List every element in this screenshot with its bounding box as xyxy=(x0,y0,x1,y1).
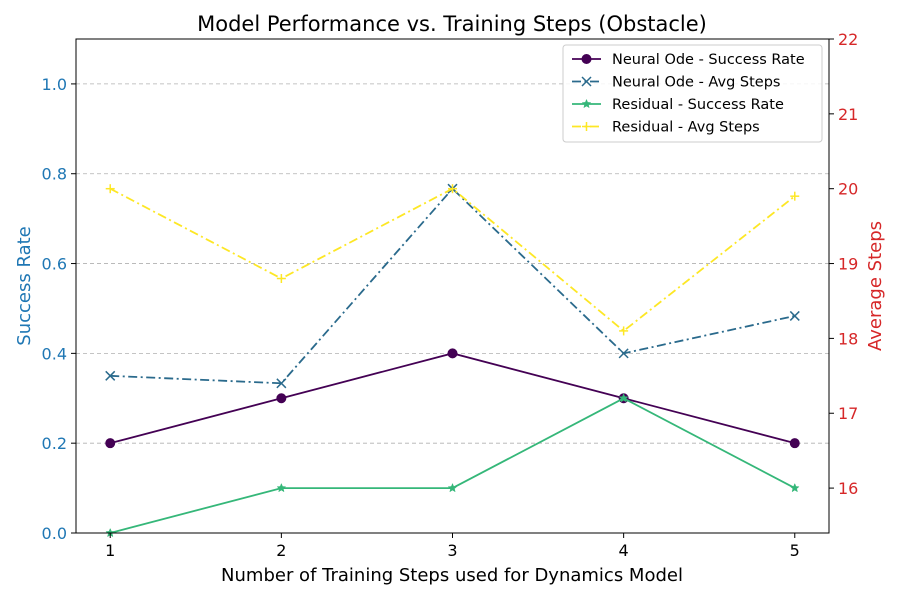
legend-label: Residual - Success Rate xyxy=(612,97,784,113)
series-layer xyxy=(105,183,800,538)
grid-lines xyxy=(76,83,829,534)
data-point xyxy=(789,482,800,493)
legend-item: Residual - Success Rate xyxy=(572,97,784,113)
x-tick-label: 3 xyxy=(447,541,457,560)
legend-item: Neural Ode - Success Rate xyxy=(572,52,805,68)
y-right-tick-label: 20 xyxy=(838,180,858,199)
data-point xyxy=(276,378,287,389)
series-3 xyxy=(105,393,800,538)
legend-marker xyxy=(581,76,592,87)
chart-title: Model Performance vs. Training Steps (Ob… xyxy=(197,12,707,36)
legend-item: Neural Ode - Avg Steps xyxy=(572,75,780,91)
legend-marker xyxy=(581,54,592,64)
series-line xyxy=(110,187,795,385)
data-point xyxy=(790,191,800,201)
legend-label: Neural Ode - Success Rate xyxy=(612,52,805,68)
legend-marker xyxy=(582,122,591,131)
data-point xyxy=(448,184,457,194)
y-axis-right-label: Average Steps xyxy=(865,221,886,351)
y-right-tick-label: 16 xyxy=(838,479,858,498)
series-line xyxy=(110,397,796,534)
x-tick-label: 2 xyxy=(276,541,286,560)
y-left-tick-label: 0.6 xyxy=(42,255,67,274)
legend-item: Residual - Avg Steps xyxy=(572,120,760,136)
y-right-tick-label: 19 xyxy=(838,255,858,274)
data-point xyxy=(789,438,800,449)
data-point-stroke xyxy=(789,310,800,321)
series-line xyxy=(109,187,796,333)
y-left-tick-label: 0.0 xyxy=(42,524,67,543)
y-left-tick-label: 1.0 xyxy=(42,75,67,94)
x-tick-label: 1 xyxy=(105,541,115,560)
series-1 xyxy=(105,348,800,449)
x-tick-label: 5 xyxy=(790,541,800,560)
legend-label: Neural Ode - Avg Steps xyxy=(612,75,780,91)
data-point xyxy=(276,274,286,284)
legend-marker-stroke xyxy=(581,76,592,87)
data-point-stroke xyxy=(105,370,116,381)
y-right-tick-label: 18 xyxy=(838,329,858,348)
y-left-tick-label: 0.8 xyxy=(42,165,67,184)
y-right-tick-label: 17 xyxy=(838,404,858,423)
data-point xyxy=(276,482,287,493)
data-point xyxy=(447,482,458,493)
x-tick-label: 4 xyxy=(619,541,629,560)
y-axis-left-label: Success Rate xyxy=(14,226,35,345)
data-point xyxy=(276,393,287,404)
legend: Neural Ode - Success Rate Neural Ode - Av… xyxy=(562,44,823,143)
data-point-stroke xyxy=(618,348,629,359)
data-point xyxy=(619,326,629,336)
series-4 xyxy=(105,184,800,336)
y-right-tick-label: 22 xyxy=(838,30,858,49)
data-point xyxy=(105,438,116,449)
data-point xyxy=(618,393,629,403)
x-axis-label: Number of Training Steps used for Dynami… xyxy=(221,565,683,586)
data-point-stroke xyxy=(276,378,287,389)
data-point xyxy=(789,310,800,321)
axes: 1 2 3 4 5 0.0 0.2 0.4 0.6 0.8 1.0 16 17 18 19 20 21 22 xyxy=(42,30,859,560)
data-point xyxy=(105,370,116,381)
legend-label: Residual - Avg Steps xyxy=(612,120,760,136)
data-point xyxy=(447,348,458,359)
data-point xyxy=(105,184,115,194)
series-2 xyxy=(105,183,800,389)
y-right-tick-label: 21 xyxy=(838,105,858,124)
series-line xyxy=(110,352,795,445)
legend-frame xyxy=(562,44,823,143)
data-point xyxy=(618,348,629,359)
y-left-tick-label: 0.2 xyxy=(42,434,67,453)
legend-marker xyxy=(581,98,592,109)
y-left-tick-label: 0.4 xyxy=(42,344,67,363)
